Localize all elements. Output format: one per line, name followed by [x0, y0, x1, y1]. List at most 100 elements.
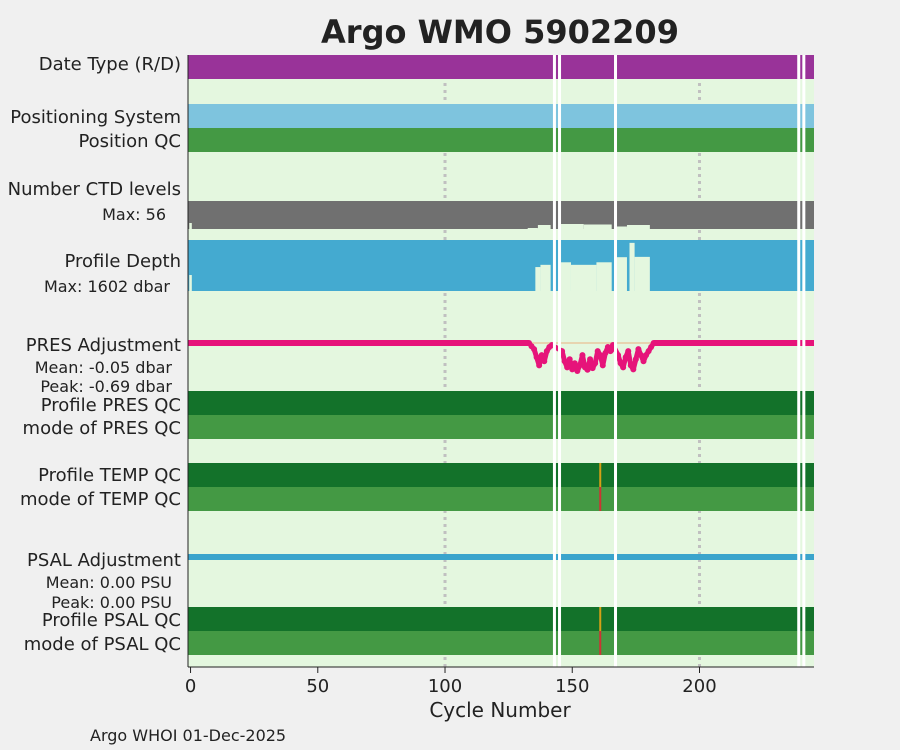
adj-point-22	[589, 365, 596, 372]
adj-point-20	[584, 366, 591, 373]
band-positioning-system	[188, 104, 814, 128]
adj-point-38	[632, 356, 639, 363]
row-profile-temp-qc	[188, 463, 814, 487]
row-sublabel-pres-adjustment-0: Mean: -0.05 dbar	[35, 358, 173, 377]
adj-point-5	[538, 352, 545, 359]
x-tick-label-3: 150	[555, 676, 589, 697]
missing-cycle-2	[614, 55, 618, 667]
row-label-mode-psal-qc: mode of PSAL QC	[24, 634, 181, 655]
adj-point-13	[566, 356, 573, 363]
row-profile-pres-qc	[188, 391, 814, 415]
adj-point-41	[640, 358, 647, 365]
row-label-positioning-system: Positioning System	[10, 107, 181, 128]
adj-flat-psal-adjustment	[188, 554, 814, 560]
qc-flag-mode-temp-qc	[599, 487, 602, 511]
row-label-ctd-levels: Number CTD levels	[8, 179, 181, 200]
adj-flat2-pres-adjustment	[653, 340, 814, 346]
adj-point-16	[574, 368, 581, 374]
profile-short-profile-depth-4	[570, 264, 597, 292]
chart-title: Argo WMO 5902209	[321, 13, 679, 51]
adj-point-34	[622, 354, 629, 361]
row-label-profile-pres-qc: Profile PRES QC	[41, 395, 181, 416]
profile-short-profile-depth-6	[616, 257, 627, 292]
missing-cycle-1	[558, 55, 562, 667]
missing-cycle-0	[552, 55, 556, 667]
adj-point-11	[561, 358, 568, 365]
row-profile-psal-qc	[188, 607, 814, 631]
row-sublabel-psal-adjustment-0: Mean: 0.00 PSU	[46, 573, 172, 592]
x-tick-label-0: 0	[185, 676, 196, 697]
adj-point-29	[607, 348, 614, 355]
adj-flat-pres-adjustment	[188, 340, 529, 346]
row-sublabel-pres-adjustment-1: Peak: -0.69 dbar	[40, 377, 172, 396]
row-label-profile-temp-qc: Profile TEMP QC	[38, 465, 181, 486]
profile-short-profile-depth-7	[629, 242, 635, 292]
row-profile-depth	[188, 240, 814, 292]
row-label-psal-adjustment: PSAL Adjustment	[27, 550, 181, 571]
row-positioning-system	[188, 104, 814, 128]
data-bands	[188, 55, 814, 655]
adj-point-23	[592, 360, 599, 367]
profile-short-ctd-levels-0	[189, 223, 192, 230]
adj-point-37	[630, 366, 637, 373]
adj-point-2	[531, 346, 538, 353]
profile-short-profile-depth-2	[540, 264, 551, 292]
adj-point-33	[620, 364, 627, 371]
profile-short-ctd-levels-5	[616, 226, 627, 230]
footer-credit: Argo WHOI 01-Dec-2025	[90, 726, 286, 745]
row-label-position-qc: Position QC	[78, 131, 181, 152]
profile-short-profile-depth-3	[560, 262, 571, 292]
adj-point-15	[571, 360, 578, 367]
qc-flag-mode-psal-qc	[599, 631, 602, 655]
profile-short-profile-depth-1	[535, 267, 541, 292]
row-psal-adjustment	[188, 554, 814, 560]
profile-base-profile-depth	[188, 240, 814, 291]
x-tick-label-2: 100	[428, 676, 462, 697]
row-label-pres-adjustment: PRES Adjustment	[26, 335, 181, 356]
missing-cycle-4	[802, 55, 806, 667]
row-label-date-type: Date Type (R/D)	[39, 54, 181, 75]
row-ctd-levels	[188, 201, 814, 230]
adj-point-17	[576, 362, 583, 369]
adj-point-27	[602, 350, 609, 357]
adj-point-12	[564, 364, 571, 371]
adj-point-4	[536, 362, 543, 369]
row-position-qc	[188, 128, 814, 152]
band-profile-temp-qc	[188, 463, 814, 487]
band-profile-pres-qc	[188, 391, 814, 415]
band-date-type	[188, 55, 814, 79]
adj-point-21	[587, 356, 594, 363]
x-tick-label-4: 200	[682, 676, 716, 697]
qc-flag-profile-temp-qc	[599, 463, 602, 487]
profile-short-ctd-levels-3	[560, 224, 584, 230]
band-mode-temp-qc	[188, 487, 814, 511]
row-date-type	[188, 55, 814, 79]
plot-area	[188, 55, 814, 667]
x-tick-label-1: 50	[306, 676, 329, 697]
profile-base-ctd-levels	[188, 201, 814, 229]
row-pres-adjustment	[188, 340, 814, 374]
row-sublabel-psal-adjustment-1: Peak: 0.00 PSU	[51, 593, 172, 612]
adj-point-25	[597, 352, 604, 359]
row-sublabel-ctd-levels: Max: 56	[102, 205, 166, 224]
band-mode-psal-qc	[188, 631, 814, 655]
band-position-qc	[188, 128, 814, 152]
adj-point-14	[569, 366, 576, 373]
missing-cycle-gaps	[552, 55, 806, 667]
profile-short-ctd-levels-2	[537, 225, 551, 230]
profile-short-ctd-levels-4	[583, 224, 612, 230]
adj-point-40	[637, 352, 644, 359]
adj-point-45	[650, 340, 657, 346]
profile-short-ctd-levels-6	[626, 225, 650, 230]
band-mode-pres-qc	[188, 415, 814, 439]
qc-flag-profile-psal-qc	[599, 607, 602, 631]
row-label-profile-psal-qc: Profile PSAL QC	[42, 610, 181, 631]
row-label-mode-temp-qc: mode of TEMP QC	[20, 489, 181, 510]
profile-short-profile-depth-0	[189, 275, 192, 292]
adj-point-3	[533, 354, 540, 361]
adj-point-26	[599, 362, 606, 369]
adj-point-35	[625, 348, 632, 355]
row-mode-pres-qc	[188, 415, 814, 439]
